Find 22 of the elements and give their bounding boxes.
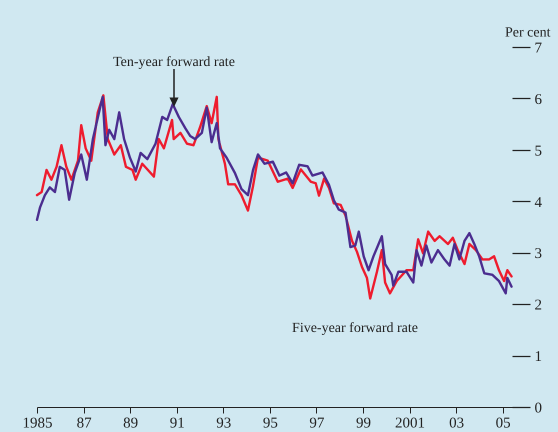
x-tick-label: 93: [216, 416, 232, 432]
x-tick-label: 03: [449, 416, 464, 432]
annotation: Five-year forward rate: [292, 321, 418, 336]
x-tick-label: 87: [76, 416, 92, 432]
y-axis-title: Per cent: [505, 26, 551, 40]
x-tick-label: 95: [262, 416, 278, 432]
y-tick-label: 6: [534, 92, 542, 108]
x-tick-label: 97: [309, 416, 325, 432]
y-tick-label: 7: [534, 40, 542, 56]
y-tick-label: 1: [534, 349, 542, 366]
annotation: Ten-year forward rate: [113, 55, 235, 70]
x-tick-label: 89: [123, 416, 138, 432]
x-tick-label: 2001: [395, 416, 426, 432]
y-tick-label: 5: [534, 143, 542, 160]
x-tick-label: 91: [170, 416, 185, 432]
x-tick-label: 99: [356, 416, 371, 432]
x-tick-label: 05: [496, 416, 511, 432]
x-tick-label: 1985: [22, 416, 52, 432]
y-tick-label: 0: [534, 400, 542, 416]
y-tick-label: 2: [534, 298, 542, 314]
y-tick-label: 3: [534, 246, 542, 262]
y-tick-label: 4: [534, 194, 542, 211]
